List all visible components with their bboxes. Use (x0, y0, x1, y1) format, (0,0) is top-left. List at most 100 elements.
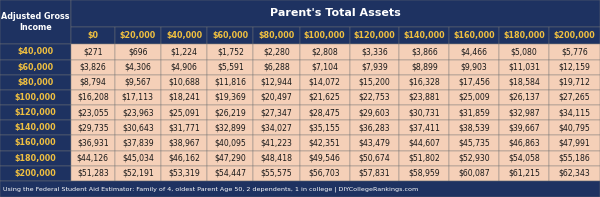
Text: $80,000: $80,000 (17, 78, 53, 87)
Text: $18,584: $18,584 (508, 78, 540, 87)
Bar (0, 135, 71, 151)
Text: $2,808: $2,808 (311, 47, 338, 57)
Bar (161, 44, 207, 59)
Bar (253, 27, 299, 44)
Bar (253, 151, 299, 166)
Bar (299, 105, 350, 120)
Bar (549, 120, 600, 135)
Bar (207, 27, 253, 44)
Text: $50,674: $50,674 (359, 154, 391, 163)
Bar (115, 105, 161, 120)
Bar (71, 27, 115, 44)
Bar (449, 59, 499, 75)
Text: $48,418: $48,418 (260, 154, 293, 163)
Bar (549, 166, 600, 181)
Text: $120,000: $120,000 (353, 31, 395, 40)
Bar (0, 0, 71, 44)
Bar (71, 44, 115, 59)
Bar (449, 105, 499, 120)
Text: $40,795: $40,795 (559, 123, 590, 132)
Bar (115, 166, 161, 181)
Bar (449, 75, 499, 90)
Bar (161, 135, 207, 151)
Text: $21,625: $21,625 (309, 93, 340, 102)
Bar (499, 59, 549, 75)
Text: $55,186: $55,186 (559, 154, 590, 163)
Bar (115, 27, 161, 44)
Text: $120,000: $120,000 (14, 108, 56, 117)
Bar (253, 90, 299, 105)
Bar (499, 105, 549, 120)
Text: $45,735: $45,735 (458, 138, 490, 148)
Text: $27,347: $27,347 (261, 108, 292, 117)
Text: $38,539: $38,539 (458, 123, 490, 132)
Bar (71, 75, 115, 90)
Bar (115, 75, 161, 90)
Text: $53,319: $53,319 (168, 169, 200, 178)
Text: $140,000: $140,000 (404, 31, 445, 40)
Bar (161, 27, 207, 44)
Text: $2,280: $2,280 (263, 47, 290, 57)
Bar (115, 151, 161, 166)
Bar (253, 120, 299, 135)
Bar (253, 166, 299, 181)
Bar (400, 59, 449, 75)
Bar (350, 151, 400, 166)
Text: $44,126: $44,126 (77, 154, 109, 163)
Text: $60,087: $60,087 (458, 169, 490, 178)
Bar (400, 120, 449, 135)
Text: $28,475: $28,475 (309, 108, 340, 117)
Text: $51,802: $51,802 (409, 154, 440, 163)
Text: $16,208: $16,208 (77, 93, 109, 102)
Text: $35,155: $35,155 (309, 123, 340, 132)
Bar (71, 135, 115, 151)
Text: $31,771: $31,771 (168, 123, 200, 132)
Bar (207, 120, 253, 135)
Bar (499, 75, 549, 90)
Bar (161, 59, 207, 75)
Bar (299, 151, 350, 166)
Text: $160,000: $160,000 (454, 31, 495, 40)
Bar (350, 59, 400, 75)
Text: $23,963: $23,963 (122, 108, 154, 117)
Bar (207, 135, 253, 151)
Bar (400, 151, 449, 166)
Text: $0: $0 (87, 31, 98, 40)
Bar (549, 75, 600, 90)
Bar (449, 166, 499, 181)
Bar (449, 135, 499, 151)
Text: $29,735: $29,735 (77, 123, 109, 132)
Bar (549, 90, 600, 105)
Bar (253, 44, 299, 59)
Text: $52,930: $52,930 (458, 154, 490, 163)
Text: $36,931: $36,931 (77, 138, 109, 148)
Bar (207, 59, 253, 75)
Bar (161, 75, 207, 90)
Text: $37,411: $37,411 (409, 123, 440, 132)
Text: $51,283: $51,283 (77, 169, 109, 178)
Text: $32,987: $32,987 (508, 108, 540, 117)
Bar (253, 59, 299, 75)
Bar (299, 90, 350, 105)
Bar (400, 135, 449, 151)
Text: Adjusted Gross
Income: Adjusted Gross Income (1, 12, 70, 32)
Bar (115, 135, 161, 151)
Bar (499, 166, 549, 181)
Bar (71, 0, 600, 27)
Bar (71, 166, 115, 181)
Text: $20,000: $20,000 (120, 31, 156, 40)
Text: $27,265: $27,265 (559, 93, 590, 102)
Text: $60,000: $60,000 (17, 63, 53, 72)
Bar (499, 90, 549, 105)
Bar (299, 135, 350, 151)
Bar (71, 151, 115, 166)
Bar (115, 44, 161, 59)
Bar (549, 135, 600, 151)
Bar (449, 27, 499, 44)
Bar (161, 105, 207, 120)
Bar (400, 75, 449, 90)
Text: $6,288: $6,288 (263, 63, 290, 72)
Bar (0, 120, 71, 135)
Bar (400, 90, 449, 105)
Bar (350, 135, 400, 151)
